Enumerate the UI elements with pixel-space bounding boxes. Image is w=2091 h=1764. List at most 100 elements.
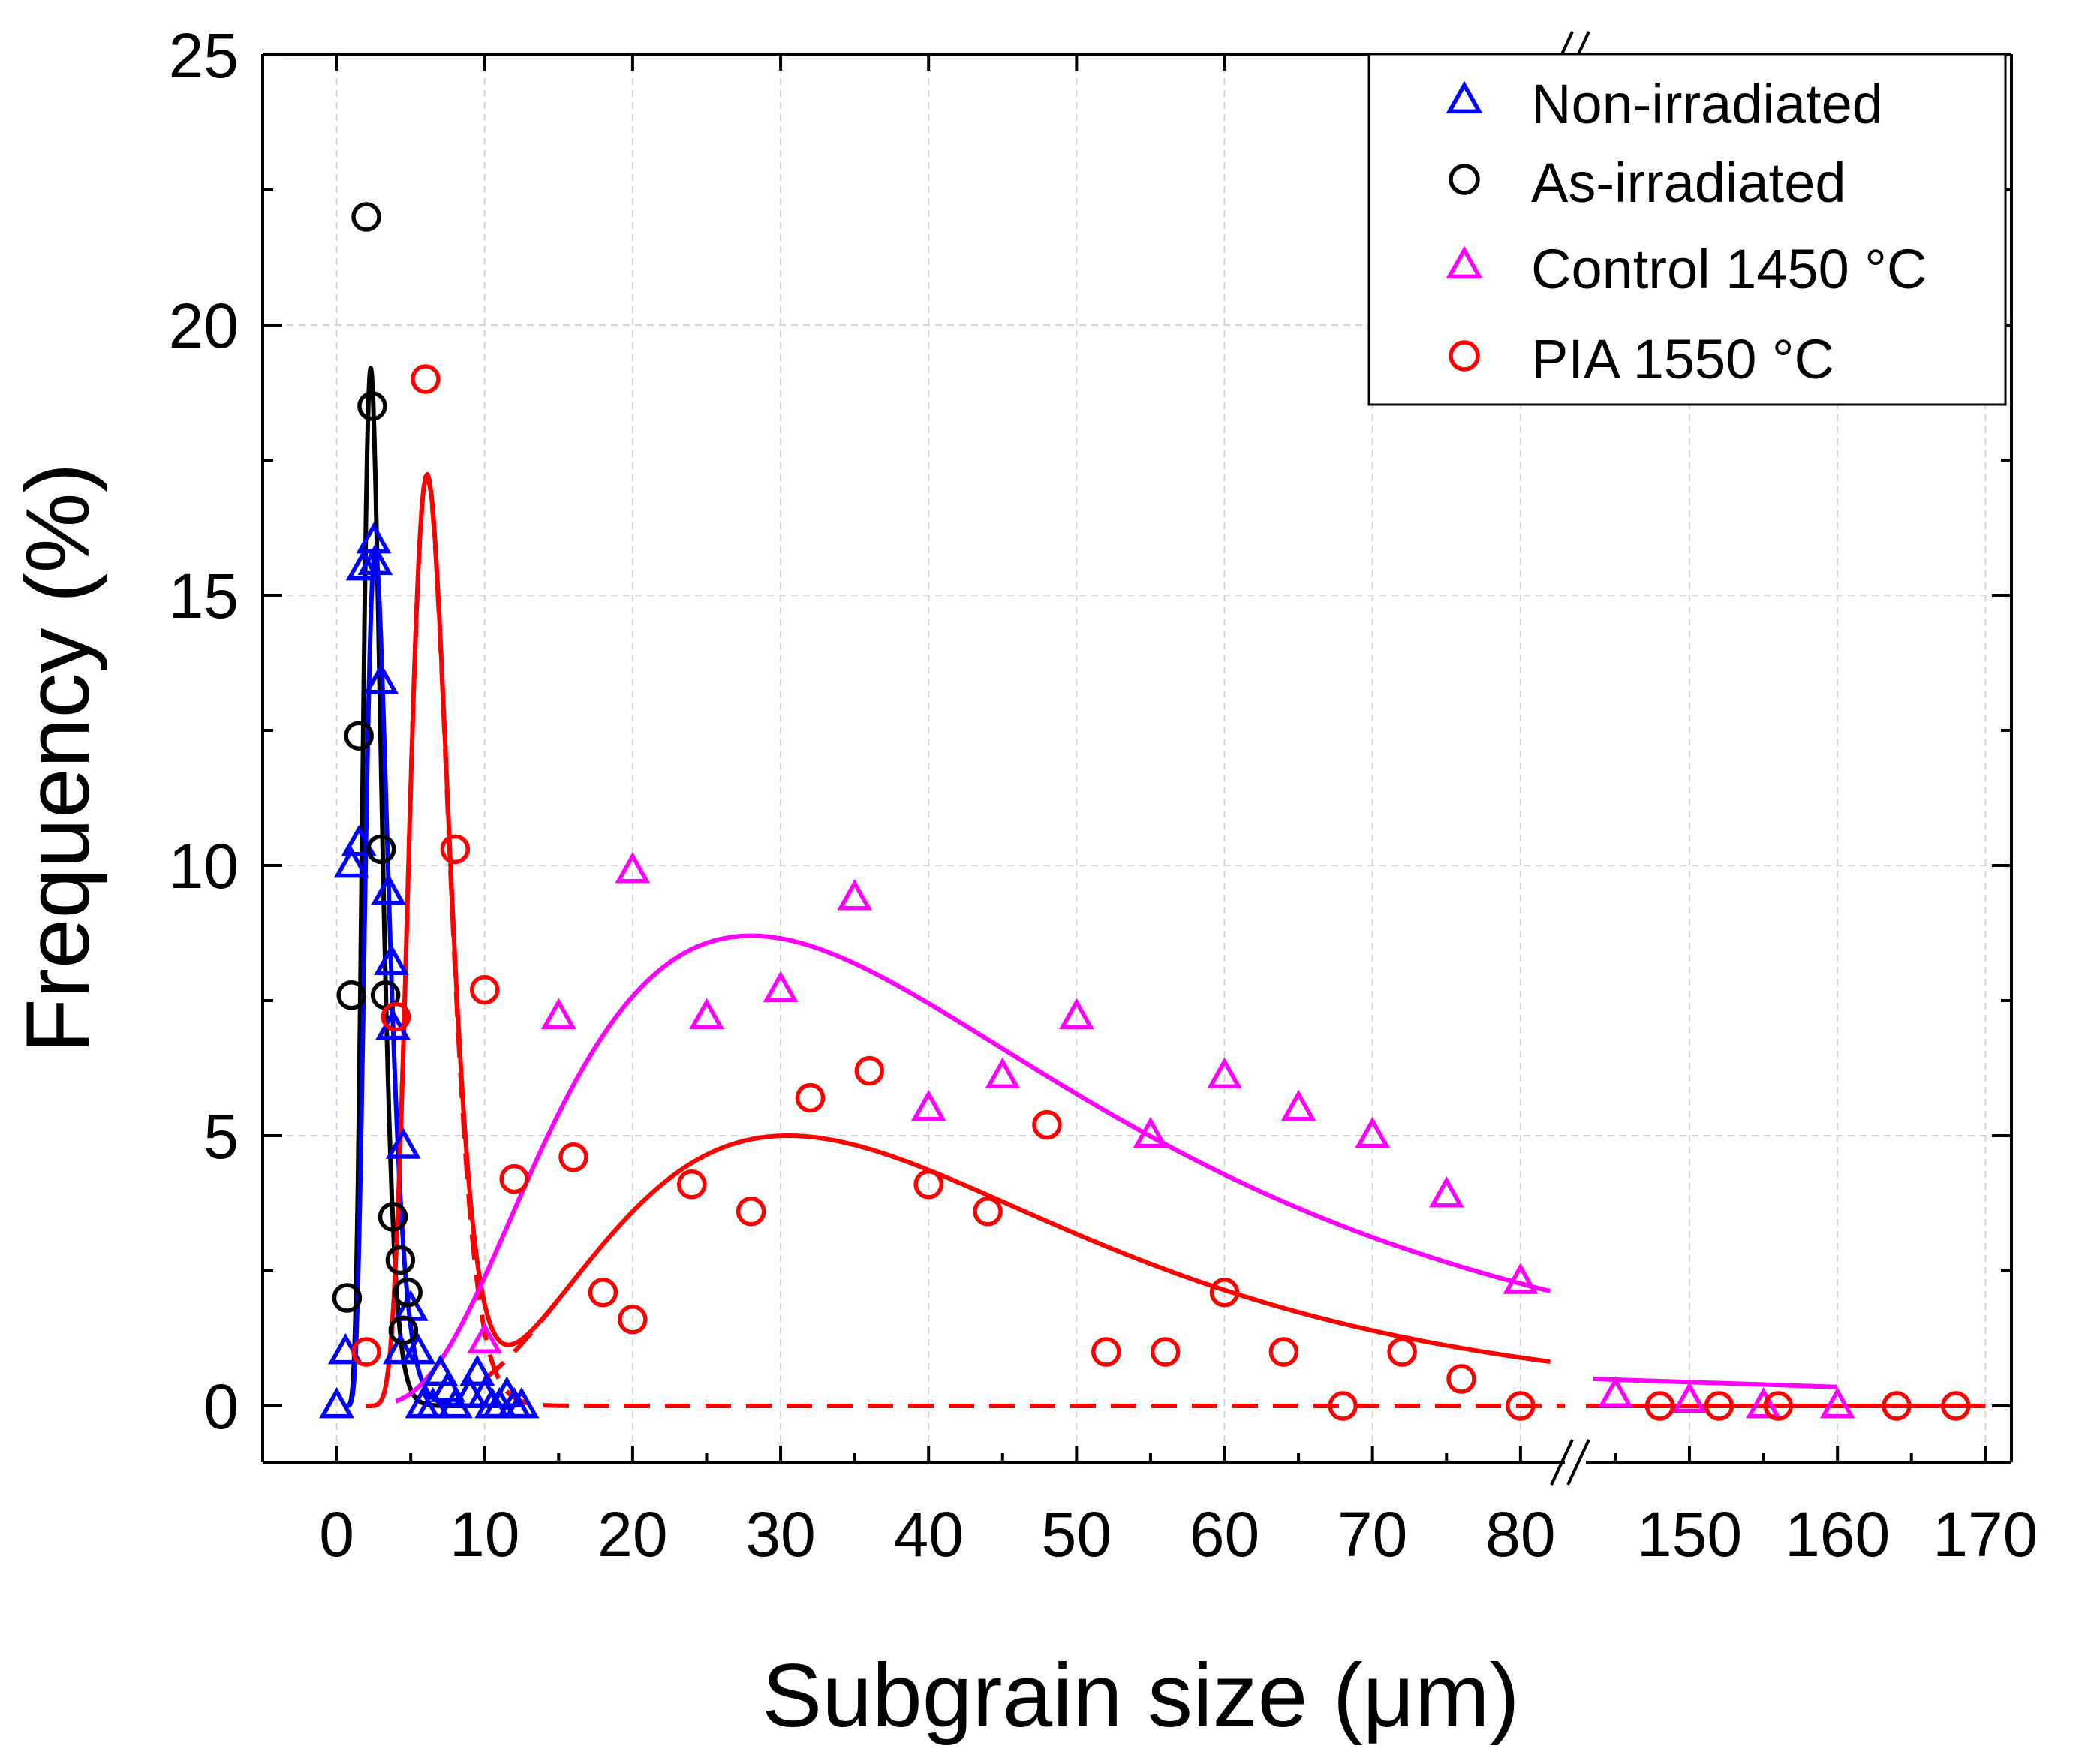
y-tick-label: 5 [203,1101,239,1172]
point-pia-1550-c [1882,1391,1912,1421]
point-as-irradiated [357,391,387,421]
x-tick-label: 60 [1190,1499,1259,1570]
point-control-1450-c [910,1089,946,1121]
point-non-irradiated [382,1332,418,1365]
x-axis-title: Subgrain size (μm) [762,1645,1519,1746]
point-as-irradiated [388,1315,419,1345]
legend-label-as-irradiated: As-irradiated [1531,152,1846,214]
point-pia-1550-c [1091,1337,1121,1367]
point-as-irradiated [351,202,381,232]
y-axis-title: Frequency (%) [8,463,108,1054]
fit-as-irradiated-fit [341,366,516,1408]
point-pia-1550-c [1032,1109,1062,1140]
y-tick-label: 0 [203,1371,239,1442]
point-pia-1550-c [1763,1391,1794,1421]
fit-control-1450-c-fit [395,933,1551,1404]
point-pia-1550-c [411,364,441,394]
x-tick-label: 150 [1637,1499,1742,1570]
y-tick-label: 25 [169,20,239,91]
x-tick-label: 70 [1337,1499,1407,1570]
legend-marker-pia-1550-c [1449,340,1480,372]
legend-marker-as-irradiated [1449,164,1480,195]
legend-marker-non-irradiated [1446,80,1483,114]
y-tick-label: 20 [169,290,239,361]
point-pia-1550-c [499,1163,529,1194]
x-tick-label: 20 [597,1499,667,1570]
point-control-1450-c [1133,1116,1169,1148]
point-non-irradiated [319,1386,354,1419]
point-pia-1550-c [1387,1337,1417,1367]
point-pia-1550-c [1941,1391,1971,1421]
point-non-irradiated [345,549,381,581]
point-control-1450-c [985,1057,1021,1089]
point-pia-1550-c [677,1169,707,1200]
point-control-1450-c [540,998,576,1029]
point-control-1450-c [615,852,651,884]
point-pia-1550-c [1209,1278,1240,1308]
point-non-irradiated [341,825,377,856]
point-non-irradiated [423,1354,458,1386]
x-tick-label: 10 [450,1499,519,1570]
axis-break-mark [1550,1439,1574,1486]
point-non-irradiated [357,543,393,576]
point-as-irradiated [385,1245,416,1275]
x-tick-label: 40 [893,1499,963,1570]
point-control-1450-c [1819,1386,1855,1419]
point-pia-1550-c [854,1055,885,1086]
point-as-irradiated [378,1202,408,1232]
point-pia-1550-c [736,1197,766,1227]
point-pia-1550-c [440,834,471,865]
point-pia-1550-c [1328,1391,1358,1421]
fit-pia-1550-c-first-peak [366,474,1987,1408]
point-control-1450-c [689,998,724,1029]
y-tick-label: 10 [169,831,239,902]
point-control-1450-c [1598,1376,1633,1407]
tick-label-layer: 0 10 20 30 40 50 60 70 80 150 160 170 0 5 10 15 20 25 [169,20,2038,1570]
point-pia-1550-c [1268,1337,1299,1367]
x-tick-label: 50 [1042,1499,1112,1570]
point-control-1450-c [1207,1057,1242,1089]
fit-pia-1550-c-total-fit [366,471,1551,1408]
point-control-1450-c [1058,998,1094,1029]
point-as-irradiated [393,1278,423,1308]
fit-control-1450-c-tail [1593,1377,1838,1389]
point-non-irradiated [371,873,406,905]
x-tick-label: 80 [1485,1499,1555,1570]
point-as-irradiated [344,721,374,751]
point-as-irradiated [332,1283,363,1313]
x-tick-label: 30 [745,1499,815,1570]
point-pia-1550-c [558,1142,588,1172]
point-pia-1550-c [588,1278,618,1308]
point-control-1450-c [1503,1263,1539,1294]
point-control-1450-c [467,1322,503,1353]
point-control-1450-c [837,879,873,911]
point-non-irradiated [504,1386,540,1419]
point-non-irradiated [385,1127,421,1159]
point-pia-1550-c [973,1197,1003,1227]
point-pia-1550-c [1446,1364,1476,1394]
point-non-irradiated [430,1371,465,1402]
legend-label-non-irradiated: Non-irradiated [1531,73,1883,135]
point-pia-1550-c [381,1001,411,1032]
point-layer [319,202,1971,1421]
x-tick-label: 0 [319,1499,354,1570]
point-pia-1550-c [913,1169,943,1200]
legend-marker-control-1450-c [1446,245,1483,279]
point-non-irradiated [374,944,409,975]
x-tick-label: 170 [1933,1499,2038,1570]
x-tick-label: 160 [1785,1499,1890,1570]
y-tick-label: 15 [169,561,239,631]
fit-layer [341,366,1987,1408]
axis-break-mark [1566,1439,1590,1486]
point-pia-1550-c [469,974,500,1005]
point-pia-1550-c [1506,1391,1536,1421]
point-non-irradiated [363,663,399,694]
legend-label-pia-1550-c: PIA 1550 °C [1531,328,1834,390]
point-control-1450-c [763,971,799,1002]
point-control-1450-c [1428,1176,1464,1208]
point-pia-1550-c [1150,1337,1181,1367]
point-as-irradiated [336,980,367,1010]
point-control-1450-c [1746,1386,1781,1419]
point-as-irradiated [366,834,396,865]
